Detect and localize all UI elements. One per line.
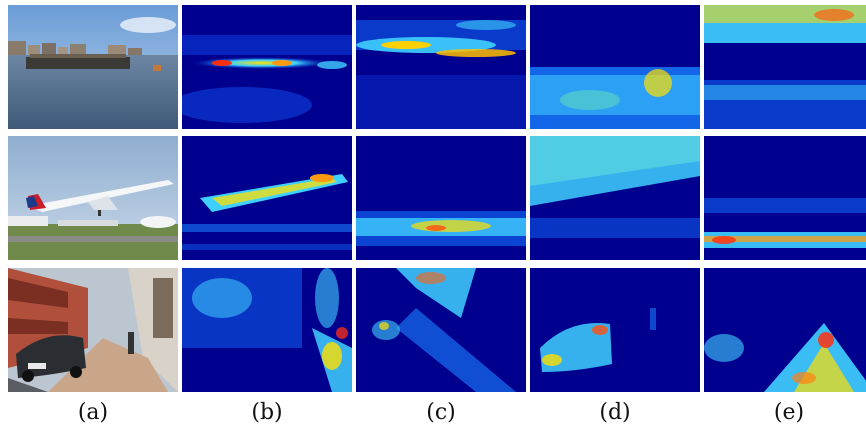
- heatmap-harbor-d: [530, 5, 700, 129]
- photo-street: [8, 268, 178, 392]
- column-label-e: (e): [773, 400, 805, 425]
- heatmap-street-d: [530, 268, 700, 392]
- heatmap-harbor-e: [704, 5, 866, 129]
- photo-harbor: [8, 5, 178, 129]
- heatmap-street-b: [182, 268, 352, 392]
- photo-airplane: [8, 136, 178, 260]
- column-label-d: (d): [599, 400, 631, 425]
- column-label-a: (a): [77, 400, 109, 425]
- heatmap-harbor-c: [356, 5, 526, 129]
- heatmap-airplane-d: [530, 136, 700, 260]
- heatmap-street-c: [356, 268, 526, 392]
- column-label-b: (b): [251, 400, 283, 425]
- heatmap-harbor-b: [182, 5, 352, 129]
- heatmap-airplane-c: [356, 136, 526, 260]
- heatmap-airplane-b: [182, 136, 352, 260]
- heatmap-street-e: [704, 268, 866, 392]
- heatmap-airplane-e: [704, 136, 866, 260]
- column-label-c: (c): [426, 400, 456, 425]
